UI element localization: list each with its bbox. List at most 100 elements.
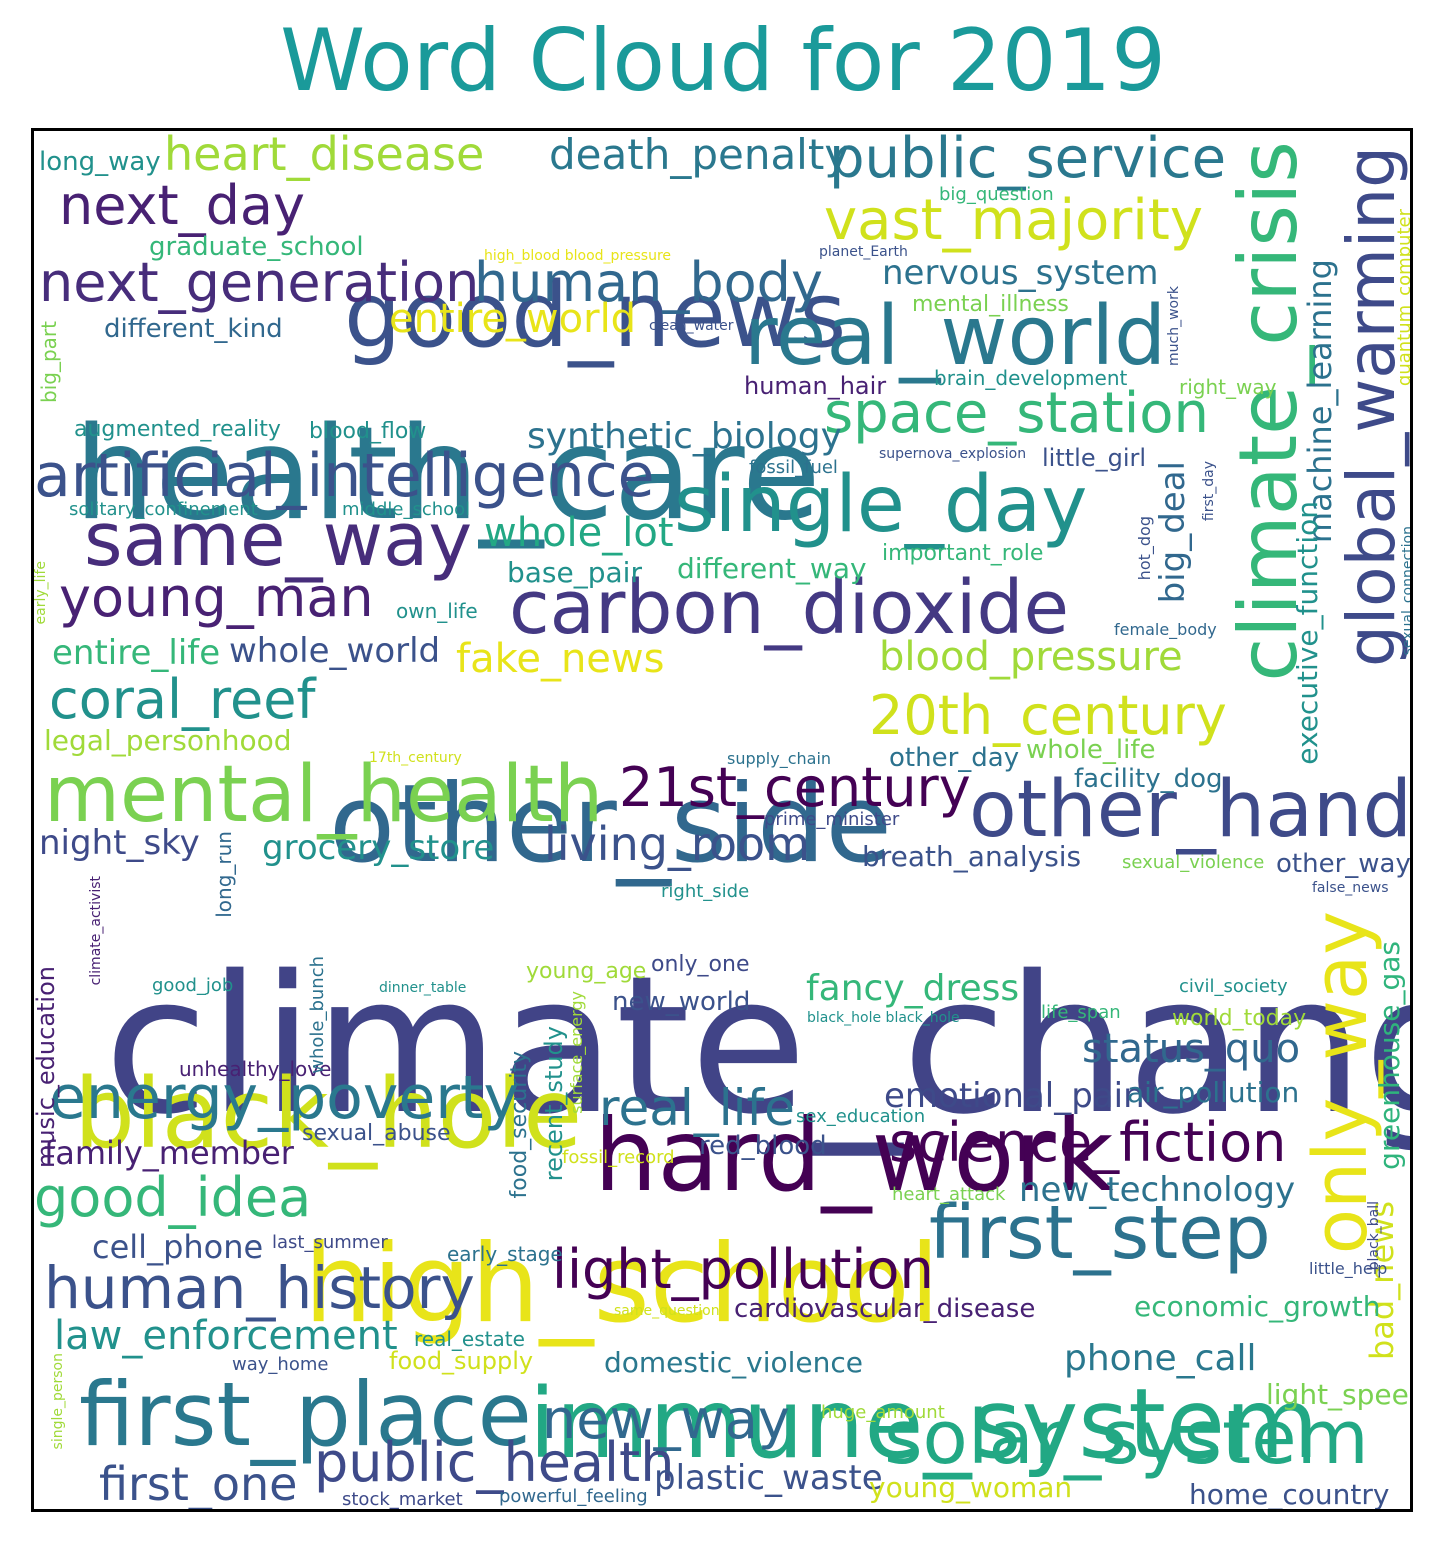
cloud-word: hot_dog bbox=[1135, 516, 1154, 581]
cloud-word: night_sky bbox=[39, 823, 200, 863]
cloud-word: life_span bbox=[1041, 1002, 1121, 1023]
cloud-word: solitary_confinement bbox=[69, 499, 258, 520]
cloud-word: other_side bbox=[329, 762, 892, 887]
cloud-word: public_health bbox=[314, 1431, 675, 1494]
cloud-word: greenhouse_gas bbox=[1373, 941, 1406, 1170]
cloud-word: status_quo bbox=[1082, 1026, 1301, 1072]
cloud-word: artificial_intelligence bbox=[34, 441, 655, 511]
cloud-word: real_life bbox=[599, 1079, 795, 1137]
cloud-word: phone_call bbox=[1064, 1338, 1257, 1379]
cloud-word: cardiovascular_disease bbox=[734, 1294, 1036, 1324]
cloud-word: blood_pressure bbox=[879, 634, 1183, 680]
cloud-word: base_pair bbox=[507, 556, 642, 589]
cloud-word: young_man bbox=[59, 566, 374, 629]
cloud-word: big_part bbox=[37, 321, 61, 403]
cloud-word: executive_function bbox=[1291, 501, 1324, 765]
cloud-word: false_news bbox=[1312, 880, 1389, 896]
cloud-word: real_world bbox=[744, 289, 1167, 384]
cloud-word: black_hole bbox=[74, 1058, 583, 1170]
cloud-word: only_one bbox=[651, 952, 750, 977]
cloud-word: sexual_connection bbox=[1400, 526, 1413, 656]
cloud-word: breath_analysis bbox=[862, 840, 1082, 873]
cloud-word: single_day bbox=[674, 460, 1088, 550]
cloud-word: little_girl bbox=[1042, 444, 1147, 472]
cloud-word: blood_flow bbox=[309, 419, 427, 444]
cloud-word: early_life bbox=[33, 561, 49, 625]
cloud-word: climate_change bbox=[104, 935, 1410, 1156]
cloud-word: good_news bbox=[344, 263, 847, 368]
cloud-word: death_penalty bbox=[549, 130, 850, 179]
cloud-word: space_station bbox=[824, 381, 1209, 446]
cloud-word: law_enforcement bbox=[54, 1313, 398, 1359]
cloud-word: human_body bbox=[474, 251, 823, 314]
cloud-word: augmented_reality bbox=[74, 417, 281, 442]
cloud-word: graduate_school bbox=[149, 232, 364, 262]
cloud-word: huge_amount bbox=[821, 1402, 945, 1423]
cloud-word: health_care bbox=[74, 400, 821, 549]
cloud-word: world_today bbox=[1172, 1006, 1307, 1031]
cloud-word: mental_health bbox=[44, 750, 604, 840]
cloud-word: red_blood bbox=[699, 1131, 827, 1161]
cloud-word: human_history bbox=[44, 1254, 475, 1322]
cloud-word: light_speed bbox=[1266, 1378, 1413, 1411]
cloud-word: female_body bbox=[1114, 620, 1217, 639]
cloud-word: new_world bbox=[612, 987, 751, 1017]
cloud-word: 20th_century bbox=[869, 684, 1227, 747]
cloud-word: young_woman bbox=[869, 1471, 1073, 1504]
cloud-word: good_job bbox=[152, 975, 234, 996]
cloud-word: early_stage bbox=[447, 1242, 563, 1266]
cloud-word: other_day bbox=[889, 743, 1020, 773]
cloud-word: nervous_system bbox=[882, 253, 1159, 293]
cloud-word: 17th_century bbox=[369, 750, 462, 766]
cloud-word: hard_work bbox=[594, 1097, 1114, 1214]
cloud-word: planet_Earth bbox=[819, 244, 908, 260]
cloud-word: single_person bbox=[50, 1353, 66, 1450]
cloud-word: human_hair bbox=[744, 372, 887, 400]
cloud-word: little_help bbox=[1309, 1259, 1388, 1278]
cloud-word: prime_minister bbox=[764, 809, 900, 830]
cloud-word: big_deal bbox=[1153, 461, 1193, 604]
cloud-word: food_security bbox=[507, 1051, 532, 1199]
cloud-word: fake_news bbox=[456, 636, 665, 682]
cloud-word: sexual_violence bbox=[1122, 852, 1265, 873]
word-cloud-frame: climate_change health_care good_news other_… bbox=[31, 128, 1413, 1512]
cloud-word: domestic_violence bbox=[604, 1346, 863, 1379]
cloud-word: immune_system bbox=[529, 1368, 1319, 1480]
cloud-word: important_role bbox=[882, 541, 1044, 566]
cloud-word: food_supply bbox=[389, 1347, 534, 1375]
cloud-word: clean_water bbox=[649, 318, 734, 334]
cloud-word: supernova_explosion bbox=[879, 446, 1027, 462]
cloud-word: middle_school bbox=[342, 499, 471, 520]
cloud-word: next_day bbox=[59, 174, 305, 237]
cloud-word: facility_dog bbox=[1074, 764, 1223, 794]
cloud-word: young_age bbox=[526, 959, 647, 984]
cloud-word: real_estate bbox=[414, 1327, 525, 1351]
cloud-word: 21st_century bbox=[619, 756, 971, 819]
page-title: Word Cloud for 2019 bbox=[280, 11, 1166, 111]
cloud-word: new_way bbox=[542, 1388, 790, 1451]
cloud-word: first_place bbox=[79, 1363, 532, 1466]
cloud-word: carbon_dioxide bbox=[509, 565, 1069, 651]
cloud-word: first_day bbox=[1201, 461, 1217, 522]
cloud-word: fossil_record bbox=[562, 1147, 675, 1168]
cloud-word: dinner_table bbox=[379, 980, 467, 996]
cloud-word: vast_majority bbox=[824, 188, 1203, 253]
cloud-word: different_kind bbox=[104, 314, 283, 344]
cloud-word: music_education bbox=[32, 966, 60, 1169]
cloud-word: quantum_computer bbox=[1394, 209, 1413, 387]
cloud-word: own_life bbox=[396, 599, 478, 623]
cloud-word: same_question bbox=[614, 1303, 720, 1319]
cloud-word: legal_personhood bbox=[44, 724, 292, 757]
cloud-word: whole_world bbox=[229, 631, 441, 671]
cloud-word: powerful_feeling bbox=[499, 1486, 648, 1507]
cloud-word: last_summer bbox=[272, 1232, 388, 1253]
cloud-word: sexual_abuse bbox=[302, 1121, 451, 1146]
cloud-word: stock_market bbox=[342, 1489, 463, 1510]
cloud-word: plastic_waste bbox=[654, 1458, 883, 1498]
cloud-word: fossil_fuel bbox=[749, 457, 838, 478]
cloud-word: other_hand bbox=[969, 765, 1412, 855]
cloud-word: long_way bbox=[39, 147, 161, 177]
cloud-word: emotional_pain bbox=[884, 1076, 1145, 1116]
cloud-word: unhealthy_love bbox=[179, 1057, 332, 1081]
cloud-word: entire_life bbox=[52, 633, 221, 673]
